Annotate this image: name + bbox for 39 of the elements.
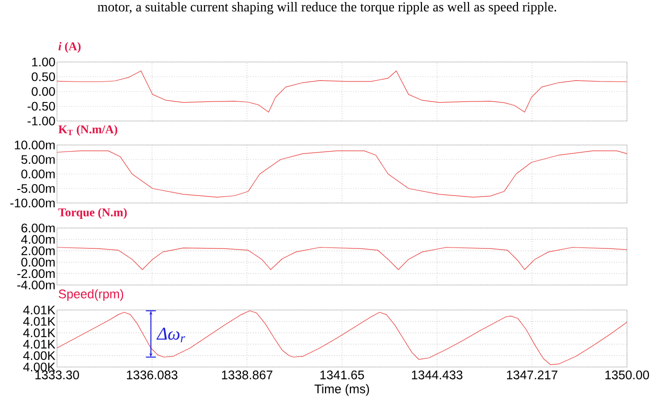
y-tick-label: -4.00m bbox=[17, 280, 55, 290]
x-axis-title: Time (ms) bbox=[314, 384, 369, 396]
y-tick-label: 1.00 bbox=[32, 58, 55, 66]
x-tick-label: 1333.30 bbox=[35, 370, 80, 380]
y-tick-label: -5.00m bbox=[17, 184, 55, 193]
chart-title: i (A) bbox=[58, 42, 81, 53]
annotation: Δω$_{r}$ bbox=[156, 328, 186, 342]
y-tick-label: -10.00m bbox=[10, 198, 55, 208]
y-tick-label: 0.00m bbox=[21, 170, 55, 178]
y-tick-label: 4.00m bbox=[21, 234, 55, 244]
y-tick-label: 4.01K bbox=[23, 340, 56, 349]
y-tick-label: 2.00m bbox=[21, 246, 55, 256]
y-tick-label: 5.00m bbox=[21, 155, 55, 164]
y-tick-label: 0.00m bbox=[21, 258, 55, 267]
x-tick-label: 1341.65 bbox=[320, 370, 364, 380]
y-tick-label: 4.01K bbox=[23, 306, 56, 314]
line-series bbox=[56, 70, 628, 112]
line-series bbox=[56, 247, 628, 270]
x-tick-label: 1350.00 bbox=[605, 370, 650, 380]
x-tick-label: 1336.083 bbox=[126, 370, 178, 380]
y-tick-label: 4.00K bbox=[23, 362, 56, 372]
chart-title: Torque (N.m) bbox=[58, 208, 127, 219]
x-tick-label: 1344.433 bbox=[412, 370, 462, 380]
y-tick-label: 0.50 bbox=[32, 72, 55, 82]
y-tick-label: 10.00m bbox=[14, 140, 55, 150]
y-tick-label: 4.01K bbox=[23, 316, 56, 326]
y-tick-label: 4.00K bbox=[23, 351, 56, 360]
y-tick-label: 4.01K bbox=[23, 328, 56, 338]
y-tick-label: -0.50 bbox=[28, 102, 55, 111]
chart-title: Speed(rpm) bbox=[58, 289, 124, 301]
y-tick-label: -2.00m bbox=[17, 269, 55, 278]
x-tick-label: 1347.217 bbox=[507, 370, 558, 380]
chart-title: K$_{T}$ (N.m/A) bbox=[58, 124, 118, 136]
text: motor, a suitable current shaping will reduce the torque ripple as well as speed ripple. bbox=[98, 2, 556, 14]
y-tick-label: -1.00 bbox=[28, 116, 55, 126]
y-tick-label: 0.00 bbox=[32, 87, 55, 96]
y-tick-label: 6.00m bbox=[21, 224, 55, 232]
x-tick-label: 1338.867 bbox=[222, 370, 272, 380]
line-series bbox=[56, 150, 628, 198]
